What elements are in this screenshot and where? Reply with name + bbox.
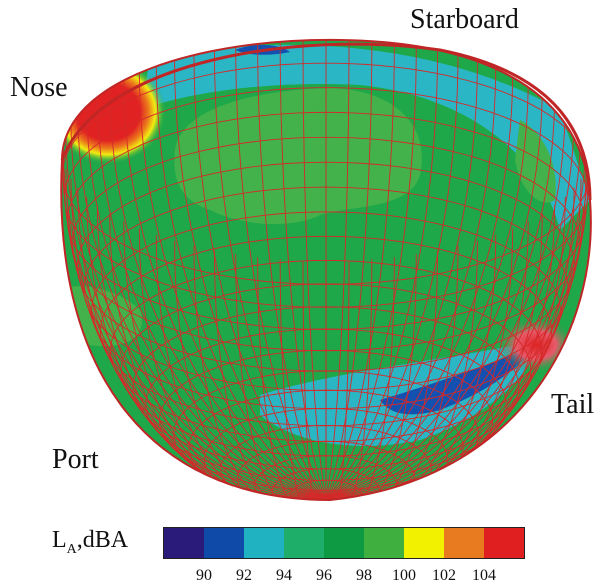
mesh-meridian [325,213,543,500]
mesh-meridian [325,228,514,500]
mesh-meridian [257,42,327,499]
mesh-meridian [325,86,543,499]
mesh-meridian [62,159,327,500]
mesh-meridian [325,49,439,499]
mesh-meridian [325,257,395,500]
mesh-meridian [65,130,327,499]
mesh-meridian [235,45,327,499]
tail-label: Tail [551,389,595,420]
mesh-meridian [109,86,327,499]
mesh-meridian [257,257,327,500]
mesh-meridian [155,234,327,500]
mesh-meridian [96,205,327,500]
mesh-meridian [325,65,497,499]
mesh-meridian [86,103,327,499]
port-label: Port [52,444,99,475]
cyan-region-rim [140,44,590,230]
mesh-meridian [123,221,327,500]
mesh-meridian [325,42,395,499]
mesh-meridian [174,240,327,500]
mesh-meridian [325,40,373,499]
mesh-meridian [325,112,575,499]
mesh-meridian [213,49,327,499]
bowl-surface [61,39,591,500]
mesh-meridian [77,112,327,499]
mesh-meridian [325,240,478,500]
mesh-meridian [325,221,529,500]
light-green-patch [174,88,422,225]
mesh-meridian [155,65,327,499]
mesh-meridian [174,59,327,499]
mesh-meridian [325,71,514,499]
mesh-meridian [61,149,327,499]
mesh-meridian [325,94,556,499]
mesh-meridian [109,213,327,500]
mesh-meridian [193,53,327,499]
mesh-meridian [62,140,327,499]
mesh-meridian [325,130,587,499]
cyan-region-lower [260,340,540,446]
mesh-meridian [325,121,582,499]
mesh-meridian [279,40,327,499]
mesh-meridian [302,39,327,499]
mesh-meridian [235,254,327,500]
mesh-meridian [325,78,529,499]
mesh-meridian [325,39,350,499]
bowl-outline [60,38,592,502]
mesh-meridian [123,78,327,499]
mesh-meridian [325,59,478,499]
mesh-meridian [325,205,556,500]
mesh-meridian [213,250,327,500]
starboard-label: Starboard [410,4,519,35]
mesh-meridian [325,140,590,499]
mesh-meridian [325,103,566,499]
nose-label: Nose [10,72,68,103]
mesh-meridian [138,71,327,499]
mesh-meridian [325,254,417,500]
mesh-meridian [96,94,327,499]
mesh-meridian [70,121,327,499]
mesh-meridian [325,234,497,500]
rim-edge [60,42,592,201]
mesh-meridian [325,53,459,499]
mesh-meridian [325,45,417,499]
mesh-meridian [325,250,439,500]
